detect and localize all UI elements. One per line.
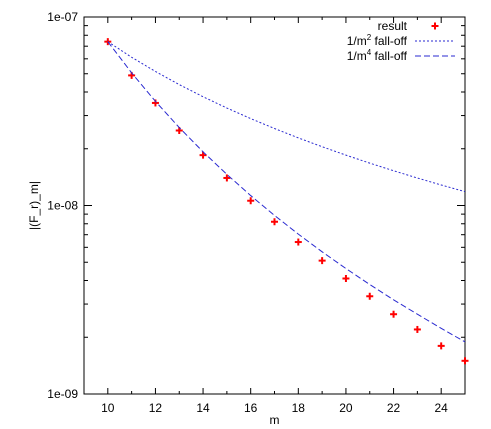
data-point xyxy=(366,292,374,300)
x-tick-label: 14 xyxy=(196,401,210,415)
y-axis-label-text: |(F_r)_m| xyxy=(27,181,41,230)
y-axis-label: |(F_r)_m| xyxy=(27,181,41,230)
x-tick-label: 16 xyxy=(244,401,258,415)
data-point xyxy=(223,174,231,182)
y-tick-label: 1e-07 xyxy=(47,10,78,24)
data-point xyxy=(151,99,159,107)
data-point xyxy=(271,218,278,226)
data-point xyxy=(247,197,255,205)
y-tick-label: 1e-08 xyxy=(47,199,78,213)
data-point xyxy=(413,325,421,333)
x-tick-label: 20 xyxy=(339,401,353,415)
x-tick-label: 10 xyxy=(101,401,115,415)
series-layer xyxy=(104,38,469,365)
series-line-2 xyxy=(107,41,466,343)
x-tick-label: 12 xyxy=(149,401,163,415)
data-point xyxy=(461,357,469,365)
legend-label: 1/m2 fall-off xyxy=(347,33,408,48)
x-tick-label: 24 xyxy=(435,401,449,415)
data-point xyxy=(390,310,398,318)
x-axis-label: m xyxy=(270,413,280,427)
x-tick-label: 18 xyxy=(292,401,306,415)
x-axis-ticks: 10 12 14 16 18 20 22 24 xyxy=(83,17,466,415)
plot-frame xyxy=(83,16,466,395)
series-line-1 xyxy=(107,41,466,193)
legend-label: result xyxy=(378,19,408,33)
y-axis-ticks: 1e-09 1e-08 1e-07 xyxy=(47,10,465,401)
legend-marker xyxy=(431,22,439,30)
y-tick-label: 1e-09 xyxy=(47,387,78,401)
data-point xyxy=(318,257,326,265)
legend-label: 1/m4 fall-off xyxy=(347,48,408,63)
data-point xyxy=(294,238,302,246)
x-tick-label: 22 xyxy=(387,401,401,415)
data-point xyxy=(437,342,445,350)
data-point xyxy=(342,274,350,282)
data-point xyxy=(199,151,207,159)
